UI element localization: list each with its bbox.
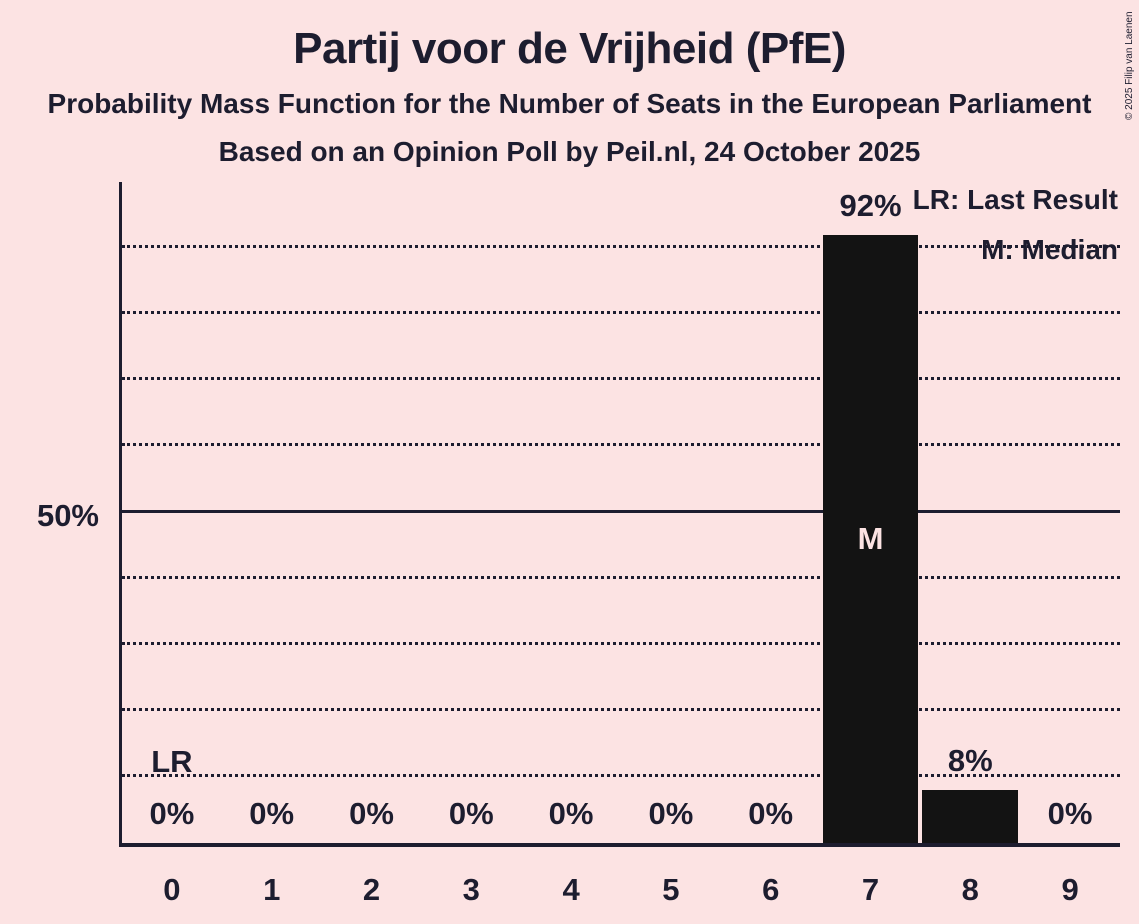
legend-last-result: LR: Last Result — [912, 184, 1118, 215]
value-label-seat-6: 0% — [748, 796, 794, 831]
bar-seat-8 — [922, 790, 1019, 843]
x-tick-label-2: 2 — [362, 872, 381, 907]
x-axis-labels: 0 1 2 3 4 5 6 7 8 9 — [122, 867, 1120, 913]
gridline-70pct — [122, 377, 1120, 381]
value-label-seat-0: 0% — [149, 796, 195, 831]
bar-slot-8: 8% — [920, 182, 1020, 843]
value-label-seat-1: 0% — [249, 796, 295, 831]
bar-slot-3: 0% — [421, 182, 521, 843]
value-label-seat-7: 92% — [839, 187, 902, 223]
x-tick-label-9: 9 — [1061, 872, 1079, 907]
bar-slot-6: 0% — [721, 182, 821, 843]
chart-legend: LR: Last Result M: Median — [913, 181, 1118, 281]
bar-slot-5: 0% — [621, 182, 721, 843]
legend-median: M: Median — [981, 234, 1118, 265]
value-label-seat-3: 0% — [448, 796, 494, 831]
bar-slot-1: 0% — [222, 182, 322, 843]
gridline-20pct — [122, 707, 1120, 711]
gridline-90pct — [122, 245, 1120, 249]
value-label-seat-2: 0% — [349, 796, 394, 831]
chart-title: Partij voor de Vrijheid (PfE) — [293, 24, 846, 73]
gridline-80pct — [122, 311, 1120, 315]
x-tick-label-0: 0 — [163, 872, 181, 907]
bar-slot-9: 0% — [1020, 182, 1120, 843]
value-label-seat-5: 0% — [648, 796, 694, 831]
bar-slot-7: 92% M — [821, 182, 921, 843]
gridline-30pct — [122, 641, 1120, 645]
y-axis-50pct-label: 50% — [36, 498, 99, 533]
x-tick-label-6: 6 — [762, 872, 780, 907]
last-result-marker: LR — [151, 744, 193, 779]
median-marker: M — [857, 520, 884, 556]
gridline-40pct — [122, 575, 1120, 579]
value-label-seat-9: 0% — [1047, 796, 1093, 831]
value-label-seat-4: 0% — [548, 796, 594, 831]
x-tick-label-3: 3 — [462, 872, 480, 907]
x-tick-label-8: 8 — [961, 872, 979, 907]
gridline-50pct — [122, 509, 1120, 513]
gridline-60pct — [122, 443, 1120, 447]
plot-area: LR: Last Result M: Median 0% LR 0% 0% 0% 0% 0%… — [119, 182, 1120, 847]
gridline-10pct — [122, 773, 1120, 777]
bar-slot-2: 0% — [322, 182, 422, 843]
x-tick-label-5: 5 — [662, 872, 680, 907]
copyright-notice: © 2025 Filip van Laenen — [1124, 11, 1135, 120]
plot-inner: LR: Last Result M: Median 0% LR 0% 0% 0% 0% 0%… — [122, 182, 1120, 843]
x-tick-label-1: 1 — [263, 872, 281, 907]
chart-poll-source: Based on an Opinion Poll by Peil.nl, 24 … — [218, 136, 921, 167]
chart-subtitle: Probability Mass Function for the Number… — [47, 88, 1092, 119]
value-label-seat-8: 8% — [947, 743, 993, 779]
x-tick-label-4: 4 — [562, 872, 580, 907]
bar-slot-4: 0% — [521, 182, 621, 843]
bar-seat-7 — [822, 234, 919, 843]
x-tick-label-7: 7 — [861, 872, 880, 907]
bar-slot-0: 0% LR — [122, 182, 222, 843]
